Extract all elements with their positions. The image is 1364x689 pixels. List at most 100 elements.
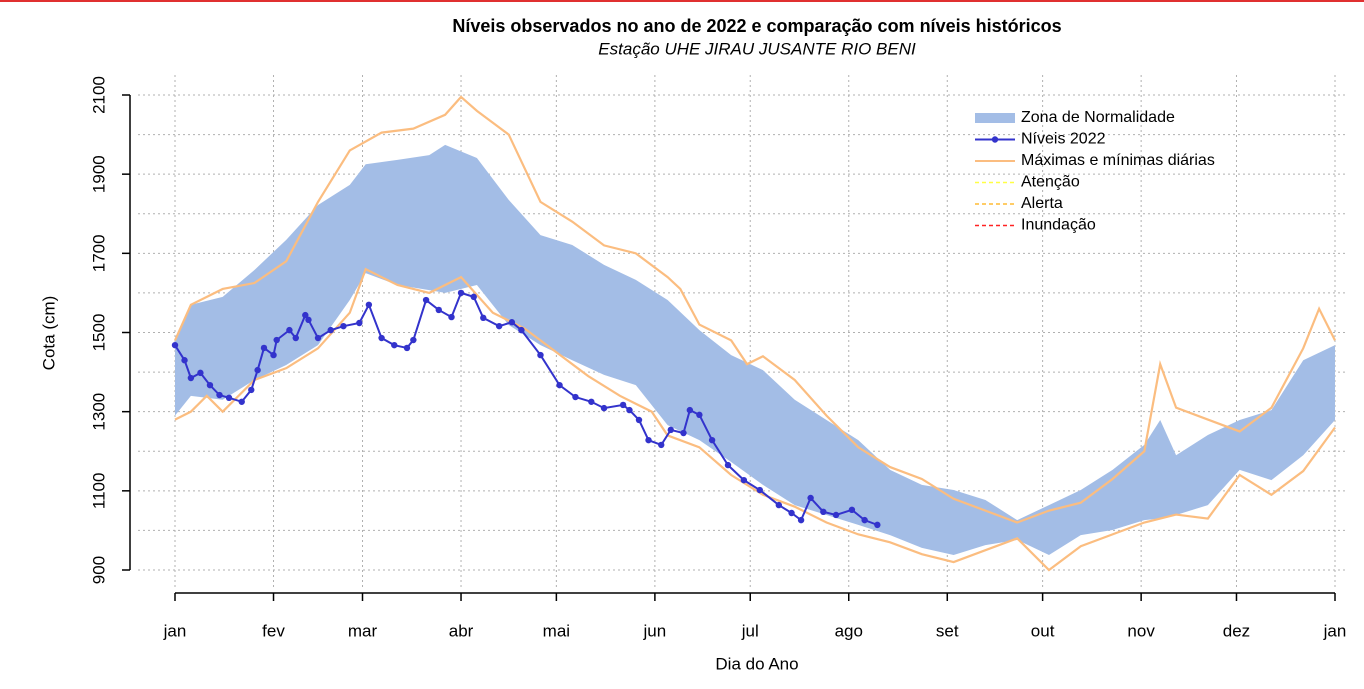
top-border (0, 0, 1364, 2)
level-point (556, 381, 563, 389)
level-point (171, 341, 179, 349)
level-point (356, 319, 363, 327)
legend-label: Níveis 2022 (1021, 131, 1106, 148)
level-point (391, 341, 398, 349)
level-point (788, 509, 795, 517)
level-point (635, 416, 643, 424)
level-point (861, 516, 868, 524)
y-tick-label: 1100 (89, 473, 108, 510)
legend-marker (991, 136, 999, 143)
level-point (305, 316, 312, 324)
chart-title: Níveis observados no ano de 2022 e compa… (452, 16, 1061, 36)
x-tick-label: jul (741, 621, 759, 640)
x-tick-label: set (936, 621, 959, 640)
legend-label: Zona de Normalidade (1021, 109, 1175, 126)
level-point (658, 441, 665, 449)
legend-label: Máximas e mínimas diárias (1021, 152, 1215, 169)
x-tick-label: dez (1223, 621, 1250, 640)
level-point (588, 398, 595, 405)
level-point (403, 344, 411, 352)
level-point (327, 326, 334, 334)
y-tick-label: 2100 (89, 76, 108, 114)
x-tick-label: fev (262, 621, 285, 640)
level-point (270, 351, 277, 359)
level-point (797, 516, 805, 524)
level-point (216, 391, 223, 399)
level-point (273, 336, 280, 344)
level-point (448, 313, 455, 321)
y-tick-label: 1300 (89, 393, 108, 431)
level-point (832, 511, 840, 519)
legend-label: Inundação (1021, 217, 1096, 234)
level-point (708, 436, 716, 444)
x-tick-label: ago (835, 621, 863, 640)
y-tick-label: 1700 (89, 234, 108, 272)
level-point (600, 404, 608, 412)
level-point (187, 374, 195, 382)
level-point (480, 314, 487, 322)
level-point (848, 506, 856, 514)
level-point (645, 436, 652, 444)
level-point (508, 319, 516, 326)
level-point (686, 406, 694, 414)
x-tick-label: abr (449, 621, 474, 640)
level-point (470, 293, 477, 301)
x-axis-label: Dia do Ano (715, 654, 798, 673)
level-point (248, 386, 255, 394)
level-point (435, 306, 442, 314)
x-tick-label: jan (1323, 621, 1347, 640)
chart-subtitle: Estação UHE JIRAU JUSANTE RIO BENI (598, 39, 916, 58)
x-tick-label: nov (1127, 621, 1155, 640)
level-point (410, 336, 417, 344)
level-point (340, 322, 347, 330)
normality-band (175, 144, 1335, 555)
level-point (181, 357, 188, 364)
y-tick-label: 1900 (89, 155, 108, 193)
level-point (422, 296, 430, 304)
level-point (724, 461, 732, 469)
x-tick-label: jun (643, 621, 667, 640)
level-point (495, 322, 503, 330)
y-tick-label: 1500 (89, 314, 108, 352)
level-point (680, 429, 687, 437)
level-point (314, 334, 322, 342)
level-point (619, 401, 627, 409)
level-point (537, 351, 544, 359)
x-tick-label: out (1031, 621, 1055, 640)
y-tick-label: 900 (89, 556, 108, 584)
level-point (206, 381, 214, 389)
x-tick-label: jan (163, 621, 187, 640)
level-point (696, 411, 703, 419)
plot-area (171, 95, 1336, 572)
level-point (238, 398, 245, 405)
level-point (365, 301, 373, 308)
level-point (740, 476, 748, 484)
level-point (807, 494, 814, 502)
x-tick-label: mar (348, 621, 378, 640)
y-axis-label: Cota (cm) (39, 296, 58, 371)
legend-label: Alerta (1021, 195, 1063, 212)
level-point (197, 369, 204, 377)
level-point (667, 426, 674, 434)
legend-label: Atenção (1021, 174, 1080, 191)
level-point (775, 501, 783, 509)
max-line (173, 95, 1336, 524)
legend: Zona de Normalidade Níveis 2022 Máximas e … (975, 109, 1215, 234)
level-point (518, 326, 525, 334)
level-point (286, 326, 293, 334)
level-point (254, 366, 261, 374)
level-point (302, 311, 309, 319)
level-point (756, 486, 763, 494)
level-point (874, 521, 881, 529)
level-point (292, 334, 299, 342)
x-tick-label: mai (543, 621, 570, 640)
level-point (260, 344, 268, 352)
level-point (820, 508, 827, 516)
level-point (225, 394, 233, 402)
min-line (174, 267, 1336, 572)
level-point (378, 334, 385, 342)
level-point (626, 406, 633, 414)
level-point (572, 393, 579, 401)
axes: 900 1100 1300 1500 1700 1900 2100 jan fev mar abr m… (89, 76, 1346, 640)
